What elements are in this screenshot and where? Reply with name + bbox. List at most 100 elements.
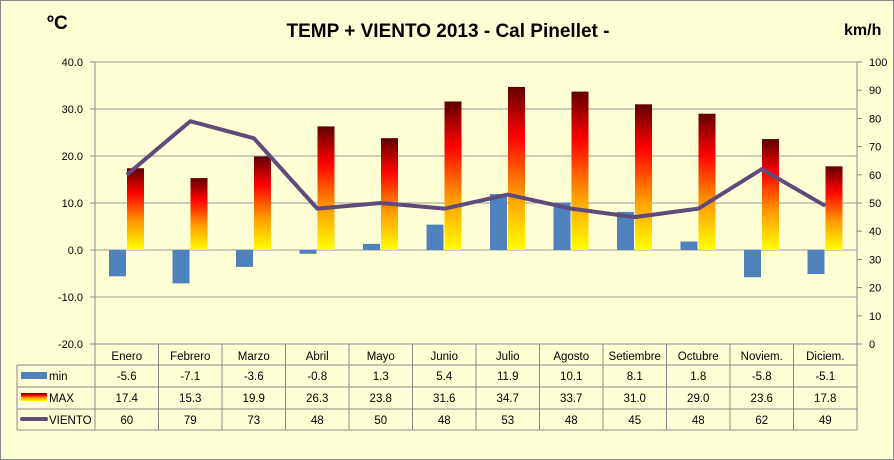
- data-label: 11.9: [497, 371, 519, 383]
- data-label: 17.4: [116, 393, 139, 405]
- data-label: 73: [247, 415, 260, 427]
- chart-title: TEMP + VIENTO 2013 - Cal Pinellet -: [287, 21, 610, 42]
- right-tick-label: 30: [869, 254, 881, 266]
- max-bar: [381, 138, 398, 250]
- data-label: 49: [819, 415, 832, 427]
- data-label: 31.0: [624, 393, 646, 405]
- category-label: Febrero: [170, 351, 210, 363]
- left-tick-label: -20.0: [58, 339, 83, 351]
- data-label: -0.8: [307, 371, 327, 383]
- max-bar: [635, 104, 652, 250]
- category-label: Mayo: [367, 351, 395, 363]
- data-label: 1.8: [690, 371, 706, 383]
- category-label: Abril: [306, 351, 329, 363]
- data-label: 26.3: [306, 393, 328, 405]
- category-label: Enero: [111, 351, 142, 363]
- data-label: 50: [374, 415, 387, 427]
- min-bar: [109, 250, 126, 277]
- data-label: 8.1: [627, 371, 643, 383]
- data-label: 33.7: [560, 393, 582, 405]
- left-tick-label: 40.0: [62, 57, 83, 69]
- max-bar: [508, 86, 525, 250]
- data-label: 48: [692, 415, 705, 427]
- viento-line: [125, 119, 827, 220]
- series-name: min: [49, 371, 68, 383]
- category-label: Agosto: [553, 351, 589, 363]
- data-label: 5.4: [436, 371, 453, 383]
- max-bar: [698, 113, 716, 250]
- category-label: Noviem.: [741, 351, 783, 363]
- right-tick-label: 10: [869, 311, 881, 323]
- category-label: Setiembre: [609, 351, 661, 363]
- right-tick-label: 0: [869, 339, 875, 351]
- max-bar: [317, 126, 335, 250]
- min-legend-key: [21, 372, 47, 379]
- category-label: Julio: [496, 351, 520, 363]
- min-bar: [426, 224, 444, 250]
- data-label: 48: [311, 415, 324, 427]
- max-bar: [571, 91, 589, 250]
- min-bar: [617, 211, 634, 250]
- max-bar: [127, 168, 144, 250]
- right-tick-label: 20: [869, 283, 881, 295]
- data-label: 1.3: [373, 371, 389, 383]
- right-tick-label: 50: [869, 198, 881, 210]
- data-label: 19.9: [243, 393, 265, 405]
- data-label: 15.3: [179, 393, 201, 405]
- right-axis-unit: km/h: [844, 22, 881, 39]
- max-legend-key: [21, 393, 47, 401]
- max-bar: [444, 101, 462, 250]
- max-bar: [762, 139, 779, 250]
- data-label: 23.6: [751, 393, 773, 405]
- data-label: -7.1: [180, 371, 200, 383]
- right-tick-label: 90: [869, 85, 881, 97]
- left-tick-label: -10.0: [58, 292, 83, 304]
- category-label: Diciem.: [806, 351, 844, 363]
- data-label: 23.8: [370, 393, 392, 405]
- right-tick-label: 70: [869, 142, 881, 154]
- right-tick-label: 80: [869, 113, 881, 125]
- series-name: MAX: [49, 393, 74, 405]
- data-label: 48: [438, 415, 451, 427]
- right-tick-label: 100: [869, 57, 887, 69]
- right-tick-label: 60: [869, 170, 881, 182]
- left-tick-label: 30.0: [62, 104, 83, 116]
- left-tick-label: 0.0: [68, 245, 83, 257]
- data-label: -5.6: [117, 371, 137, 383]
- min-bar: [680, 241, 698, 250]
- data-label: -5.8: [752, 371, 772, 383]
- data-label: 79: [184, 415, 197, 427]
- data-label: 53: [501, 415, 514, 427]
- data-label: 62: [755, 415, 768, 427]
- min-bar: [299, 250, 317, 254]
- max-bar: [254, 156, 271, 250]
- max-bar: [190, 178, 208, 250]
- min-bar: [172, 250, 190, 284]
- min-bar: [744, 250, 761, 278]
- data-label: 48: [565, 415, 578, 427]
- category-label: Junio: [431, 351, 459, 363]
- min-bar: [490, 194, 507, 250]
- data-label: 45: [628, 415, 641, 427]
- data-label: 29.0: [687, 393, 709, 405]
- data-label: -3.6: [244, 371, 264, 383]
- max-bar: [825, 166, 843, 250]
- category-label: Octubre: [678, 351, 719, 363]
- series-name: VIENTO: [49, 415, 92, 427]
- data-label: 31.6: [433, 393, 455, 405]
- right-tick-label: 40: [869, 226, 881, 238]
- left-tick-label: 10.0: [62, 198, 83, 210]
- left-tick-label: 20.0: [62, 151, 83, 163]
- data-label: -5.1: [815, 371, 835, 383]
- category-label: Marzo: [238, 351, 270, 363]
- min-bar: [807, 250, 825, 274]
- data-label: 10.1: [560, 371, 582, 383]
- left-axis-unit: ºC: [47, 13, 68, 34]
- data-label: 60: [120, 415, 133, 427]
- data-label: 17.8: [814, 393, 836, 405]
- data-label: 34.7: [497, 393, 519, 405]
- min-bar: [236, 250, 253, 267]
- min-bar: [553, 202, 571, 250]
